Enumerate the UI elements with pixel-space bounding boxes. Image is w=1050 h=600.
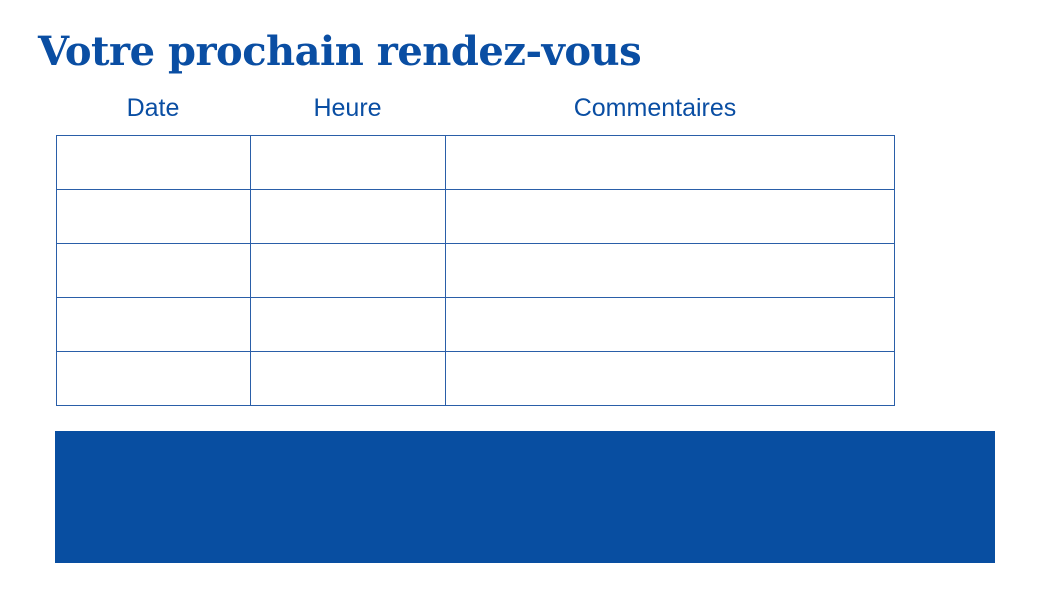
date-cell[interactable]	[56, 243, 251, 298]
date-cell[interactable]	[56, 135, 251, 190]
comments-cell[interactable]	[445, 135, 895, 190]
time-cell[interactable]	[250, 189, 446, 244]
page-title: Votre prochain rendez-vous	[38, 28, 642, 75]
comments-cell[interactable]	[445, 351, 895, 406]
table-row	[56, 189, 895, 244]
blue-band	[55, 431, 995, 563]
date-cell[interactable]	[56, 351, 251, 406]
time-cell[interactable]	[250, 135, 446, 190]
column-header-comments: Commentaires	[573, 94, 737, 122]
table-row	[56, 297, 895, 352]
table-row	[56, 243, 895, 298]
column-header-time: Heure	[313, 94, 382, 122]
table-row	[56, 351, 895, 406]
time-cell[interactable]	[250, 351, 446, 406]
comments-cell[interactable]	[445, 189, 895, 244]
table-row	[56, 135, 895, 190]
time-cell[interactable]	[250, 243, 446, 298]
column-header-date: Date	[126, 94, 180, 122]
appointment-table	[56, 135, 895, 406]
date-cell[interactable]	[56, 189, 251, 244]
time-cell[interactable]	[250, 297, 446, 352]
comments-cell[interactable]	[445, 297, 895, 352]
comments-cell[interactable]	[445, 243, 895, 298]
date-cell[interactable]	[56, 297, 251, 352]
